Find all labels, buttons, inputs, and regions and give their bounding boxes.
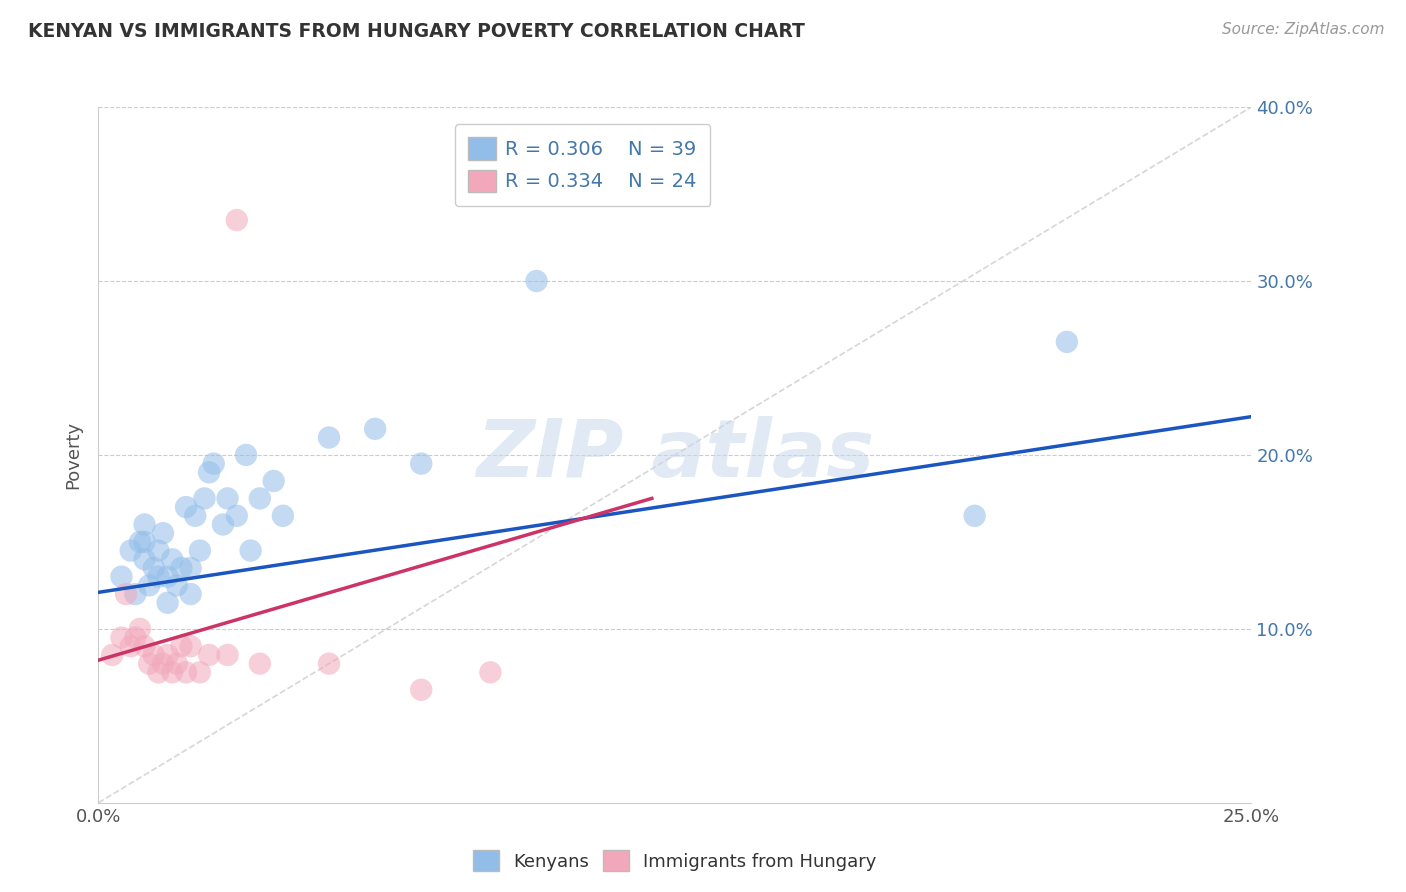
Point [138,578,160,592]
Point [263,474,285,488]
Point [180,639,202,653]
Point [110,570,132,584]
Point [156,570,179,584]
Point [160,665,183,680]
Point [180,587,202,601]
Point [1056,334,1078,349]
Point [198,648,221,662]
Point [249,657,271,671]
Point [318,431,340,445]
Point [101,648,124,662]
Point [202,457,225,471]
Point [239,543,262,558]
Point [188,665,211,680]
Point [115,587,138,601]
Text: Source: ZipAtlas.com: Source: ZipAtlas.com [1222,22,1385,37]
Point [110,631,132,645]
Point [134,534,156,549]
Point [166,657,188,671]
Point [364,422,387,436]
Point [180,561,202,575]
Point [129,622,152,636]
Point [134,517,156,532]
Y-axis label: Poverty: Poverty [65,421,83,489]
Point [124,587,146,601]
Point [217,491,239,506]
Point [120,639,142,653]
Point [411,457,433,471]
Point [198,466,221,480]
Point [148,570,170,584]
Point [318,657,340,671]
Point [148,543,170,558]
Point [156,648,179,662]
Point [526,274,548,288]
Point [152,526,174,541]
Point [134,552,156,566]
Point [225,508,247,523]
Point [148,665,170,680]
Point [170,561,193,575]
Point [142,648,165,662]
Point [120,543,142,558]
Point [160,552,183,566]
Point [174,665,197,680]
Point [174,500,197,514]
Legend: R = 0.306    N = 39, R = 0.334    N = 24: R = 0.306 N = 39, R = 0.334 N = 24 [456,124,710,205]
Point [129,534,152,549]
Point [271,508,294,523]
Point [156,596,179,610]
Point [249,491,271,506]
Text: KENYAN VS IMMIGRANTS FROM HUNGARY POVERTY CORRELATION CHART: KENYAN VS IMMIGRANTS FROM HUNGARY POVERT… [28,22,806,41]
Point [124,631,146,645]
Text: ZIP atlas: ZIP atlas [475,416,875,494]
Point [235,448,257,462]
Point [479,665,502,680]
Point [170,639,193,653]
Point [184,508,207,523]
Point [142,561,165,575]
Point [217,648,239,662]
Point [134,639,156,653]
Point [212,517,235,532]
Point [152,657,174,671]
Point [188,543,211,558]
Point [963,508,986,523]
Point [166,578,188,592]
Point [138,657,160,671]
Legend: Kenyans, Immigrants from Hungary: Kenyans, Immigrants from Hungary [465,843,884,879]
Point [193,491,215,506]
Point [225,213,247,227]
Point [411,682,433,697]
